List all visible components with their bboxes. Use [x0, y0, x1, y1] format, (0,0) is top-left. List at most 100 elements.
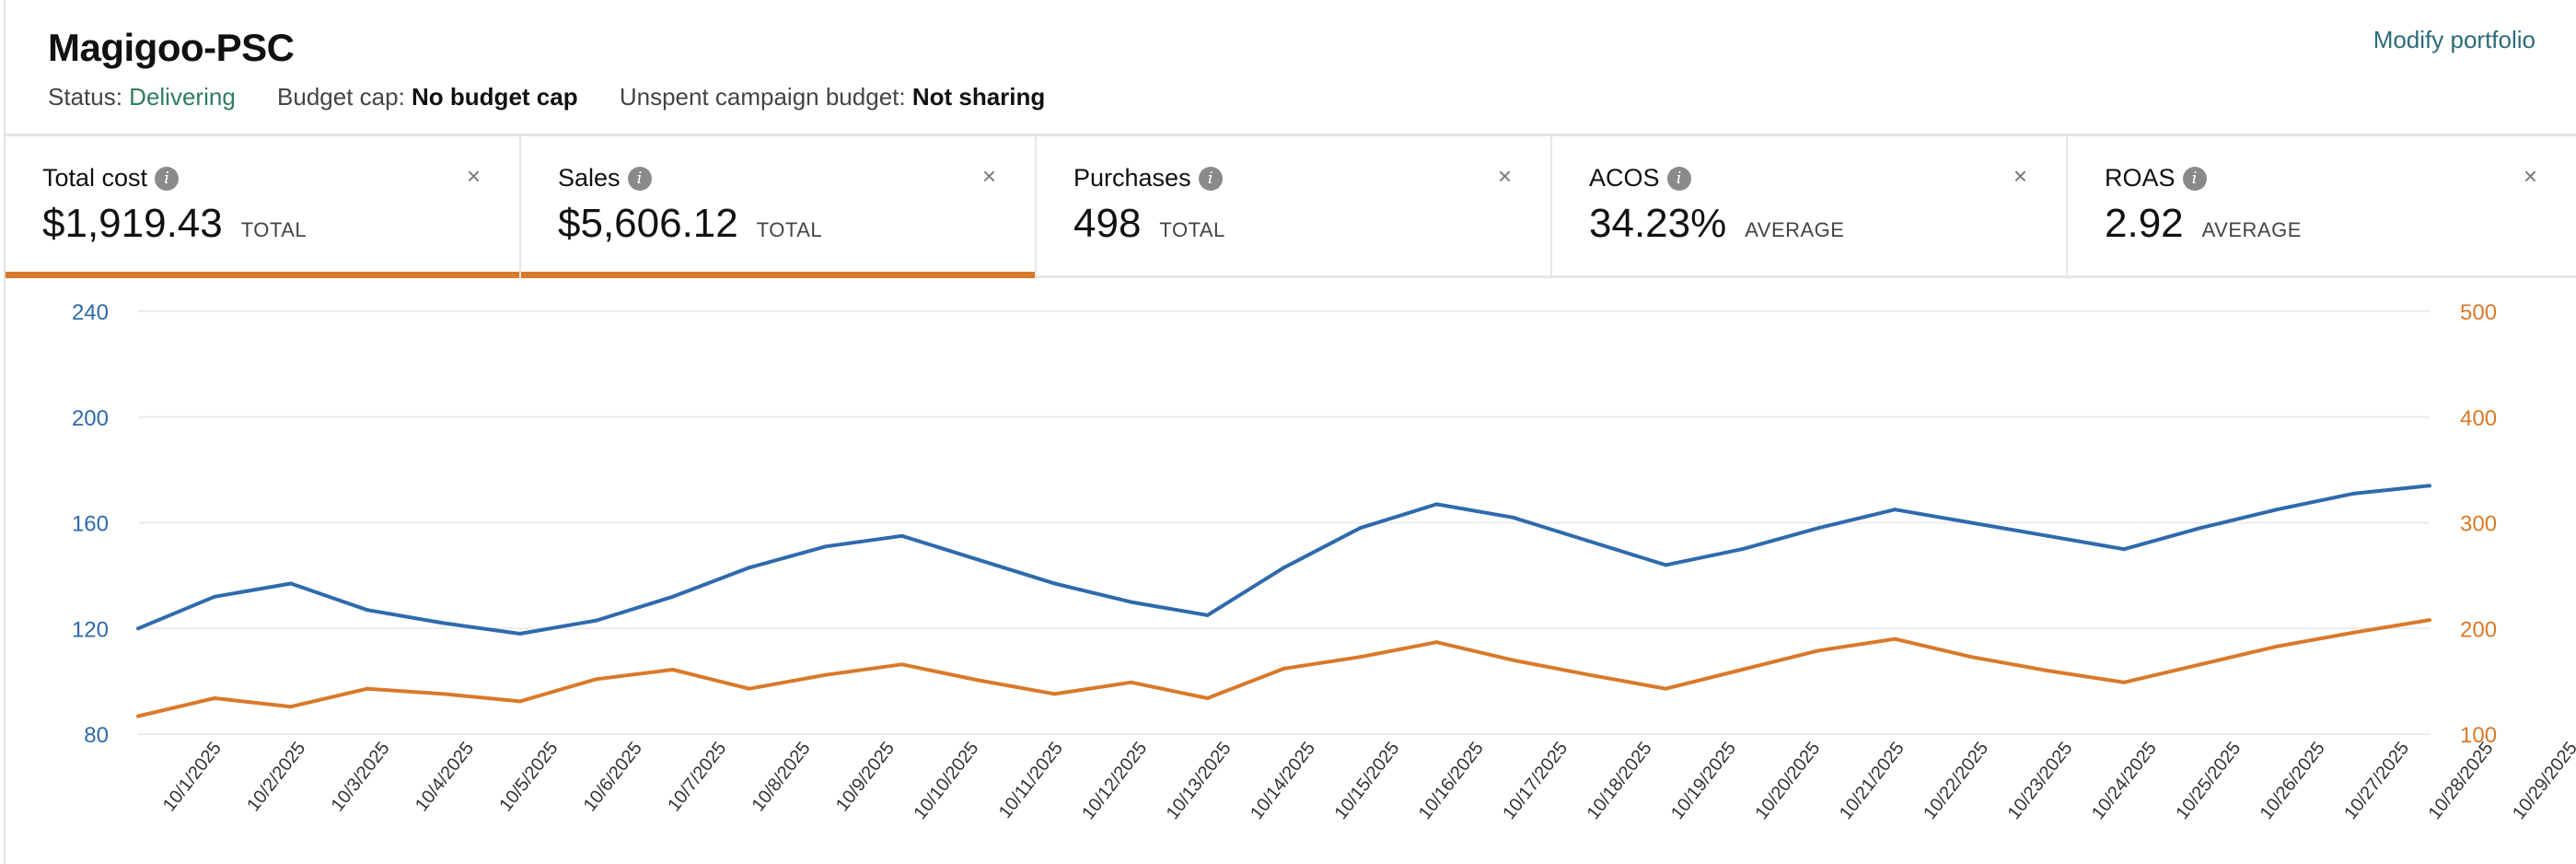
data-point	[1969, 520, 1974, 525]
metric-cards: Total cost i × $1,919.43 TOTAL Sales i × $5…	[6, 134, 2576, 278]
data-point	[212, 594, 216, 599]
close-icon[interactable]: ×	[2013, 162, 2027, 190]
data-point	[1511, 658, 1515, 662]
x-axis-tick-label: 10/8/2025	[748, 739, 815, 816]
data-point	[1434, 640, 1439, 645]
data-point	[365, 686, 369, 691]
x-axis-tick-label: 10/17/2025	[1499, 739, 1572, 823]
x-axis-tick-label: 10/15/2025	[1330, 739, 1403, 823]
x-axis-tick-label: 10/6/2025	[580, 739, 646, 816]
metric-value: 498	[1073, 201, 1142, 246]
right-axis-tick-label: 300	[2460, 512, 2497, 537]
left-axis-tick-label: 80	[84, 723, 109, 748]
info-icon[interactable]: i	[2182, 166, 2207, 191]
right-axis-tick-label: 200	[2460, 617, 2497, 642]
data-point	[594, 618, 598, 623]
data-point	[2122, 680, 2127, 684]
metric-card-sales[interactable]: Sales i × $5,606.12 TOTAL	[521, 136, 1037, 278]
performance-chart: 80 120 160 200 240 100 200 300 400 500 10/1/2025 10…	[72, 300, 2576, 823]
data-point	[441, 692, 446, 696]
right-axis-tick-label: 400	[2460, 406, 2497, 431]
data-point	[441, 621, 446, 625]
data-point	[2428, 618, 2431, 623]
data-point	[517, 631, 522, 636]
metric-value: $1,919.43	[42, 201, 223, 246]
info-icon[interactable]: i	[1198, 166, 1223, 191]
metric-aggregation: TOTAL	[1159, 218, 1225, 241]
data-point	[288, 705, 293, 709]
x-axis-tick-label: 10/28/2025	[2425, 739, 2498, 823]
data-point	[670, 668, 675, 672]
metric-card-total-cost[interactable]: Total cost i × $1,919.43 TOTAL	[6, 136, 521, 278]
data-point	[899, 533, 904, 538]
portfolio-panel	[4, 0, 2576, 864]
data-point	[1664, 686, 1668, 691]
data-point	[517, 699, 522, 704]
data-point	[1740, 668, 1745, 672]
data-point	[136, 714, 140, 718]
data-point	[2351, 491, 2356, 496]
x-axis-tick-label: 10/10/2025	[911, 739, 983, 823]
close-icon[interactable]: ×	[1497, 162, 1512, 190]
data-point	[823, 672, 828, 677]
data-point	[1129, 680, 1133, 684]
x-axis-tick-label: 10/18/2025	[1584, 739, 1656, 823]
metric-card-purchases[interactable]: Purchases i × 498 TOTAL	[1037, 136, 1552, 275]
metric-card-roas[interactable]: ROAS i × 2.92 AVERAGE	[2068, 136, 2576, 275]
data-point	[899, 662, 904, 667]
x-axis-tick-label: 10/22/2025	[1920, 739, 1992, 823]
data-point	[1205, 695, 1210, 700]
data-point	[2275, 644, 2280, 648]
x-axis-tick-label: 10/29/2025	[2509, 739, 2576, 823]
status-value: Delivering	[129, 83, 236, 111]
data-point	[2046, 669, 2050, 673]
x-axis-tick-label: 10/1/2025	[159, 739, 226, 816]
close-icon[interactable]: ×	[2523, 162, 2537, 190]
data-point	[1816, 648, 1821, 653]
x-axis-tick-label: 10/19/2025	[1667, 739, 1740, 823]
metric-card-acos[interactable]: ACOS i × 34.23% AVERAGE	[1552, 136, 2068, 275]
metric-aggregation: TOTAL	[756, 218, 823, 241]
metric-aggregation: AVERAGE	[2201, 218, 2302, 241]
metric-label: ACOS	[1589, 164, 1660, 192]
x-axis-tick-label: 10/25/2025	[2172, 739, 2245, 823]
x-axis-tick-label: 10/16/2025	[1415, 739, 1488, 823]
info-icon[interactable]: i	[155, 166, 180, 191]
x-axis-tick-label: 10/9/2025	[832, 739, 899, 816]
data-point	[747, 566, 751, 570]
close-icon[interactable]: ×	[466, 162, 481, 190]
data-point	[1740, 547, 1745, 552]
info-icon[interactable]: i	[627, 166, 652, 191]
x-axis-tick-label: 10/2/2025	[243, 739, 309, 816]
data-point	[1893, 508, 1897, 512]
data-point	[2428, 484, 2431, 488]
x-axis-tick-label: 10/26/2025	[2257, 739, 2329, 823]
data-point	[212, 695, 216, 700]
x-axis-tick-label: 10/20/2025	[1751, 739, 1824, 823]
x-axis-tick-label: 10/21/2025	[1836, 739, 1909, 823]
left-axis-tick-label: 240	[72, 300, 109, 325]
metric-value: 2.92	[2105, 201, 2184, 246]
metric-label: Total cost	[42, 164, 148, 192]
data-point	[1587, 539, 1592, 543]
metric-label: Purchases	[1073, 164, 1191, 192]
info-icon[interactable]: i	[1666, 166, 1691, 191]
close-icon[interactable]: ×	[981, 162, 996, 190]
data-point	[1052, 692, 1057, 696]
data-point	[2275, 508, 2280, 512]
data-point	[2199, 662, 2203, 667]
data-point	[1434, 502, 1439, 507]
metric-value: $5,606.12	[558, 201, 738, 246]
metric-label: Sales	[558, 164, 621, 192]
unspent-budget-label: Unspent campaign budget:	[619, 83, 906, 111]
metric-value: 34.23%	[1589, 201, 1727, 246]
x-axis-tick-label: 10/4/2025	[412, 739, 478, 816]
modify-portfolio-link[interactable]: Modify portfolio	[2373, 26, 2535, 53]
x-axis-tick-label: 10/7/2025	[664, 739, 730, 816]
metric-aggregation: TOTAL	[240, 218, 307, 241]
data-point	[1893, 636, 1897, 641]
metric-label: ROAS	[2105, 164, 2176, 192]
budget-cap-value: No budget cap	[412, 83, 578, 111]
data-point	[747, 686, 751, 691]
x-axis-tick-label: 10/3/2025	[328, 739, 394, 816]
